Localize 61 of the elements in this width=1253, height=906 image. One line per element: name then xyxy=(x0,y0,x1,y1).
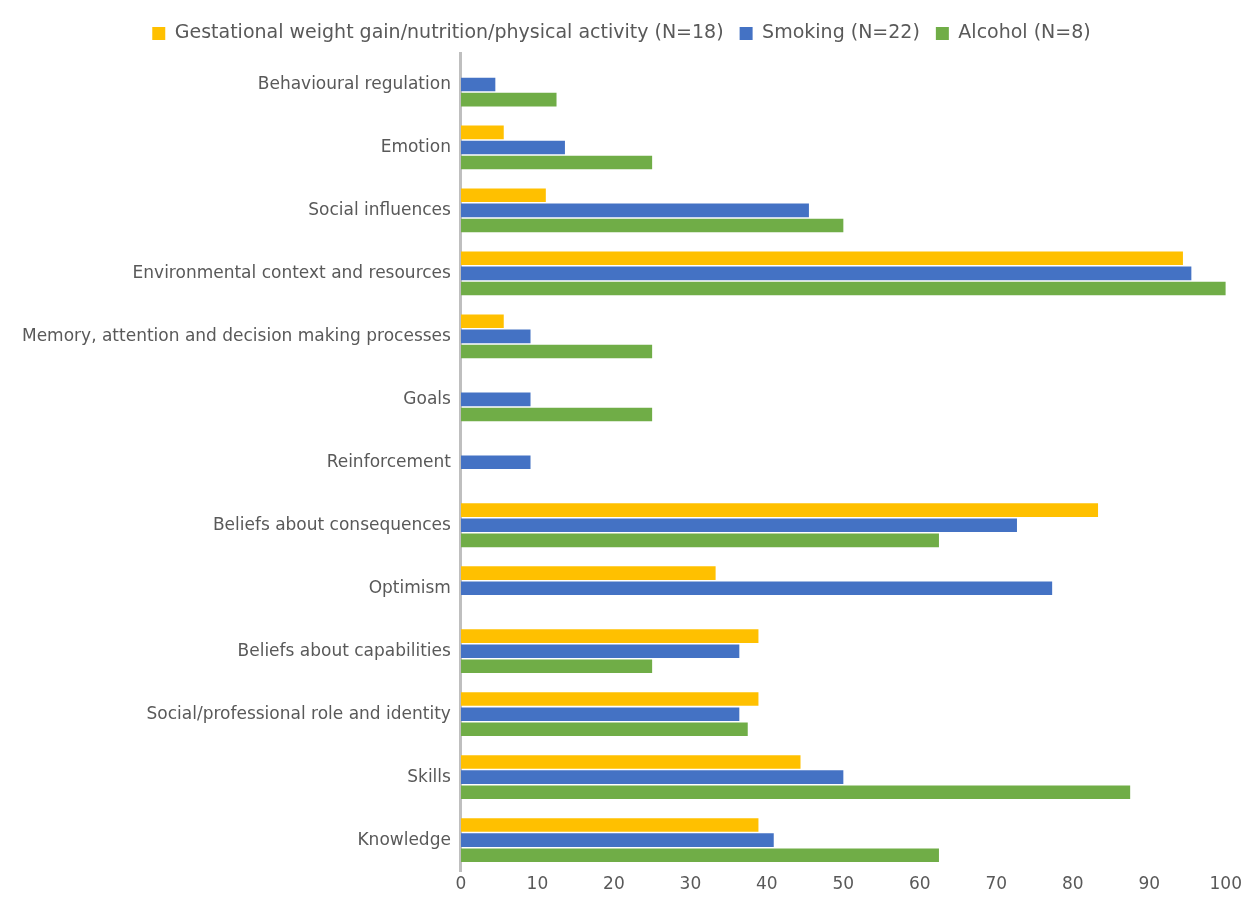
bar xyxy=(460,344,653,359)
bar xyxy=(460,125,504,140)
x-tick-label: 0 xyxy=(455,873,467,894)
bar xyxy=(460,392,531,407)
x-tick-label: 30 xyxy=(679,873,702,894)
bar xyxy=(460,755,801,769)
y-tick-label: Skills xyxy=(407,765,452,786)
y-tick-label: Knowledge xyxy=(357,828,451,849)
legend-label: Smoking (N=22) xyxy=(762,20,920,43)
y-tick-label: Memory, attention and decision making processes xyxy=(22,324,452,345)
bar xyxy=(460,188,546,203)
x-tick-label: 10 xyxy=(526,873,549,894)
bar xyxy=(460,407,653,422)
bar xyxy=(460,281,1226,296)
x-tick-label: 50 xyxy=(832,873,855,894)
bar xyxy=(460,329,531,344)
bar xyxy=(460,155,653,170)
bar xyxy=(460,140,565,155)
y-tick-label: Beliefs about capabilities xyxy=(237,639,452,660)
bar xyxy=(460,266,1192,281)
bar xyxy=(460,629,759,643)
y-tick-label: Optimism xyxy=(368,576,451,597)
bar xyxy=(460,566,716,580)
y-tick-label: Behavioural regulation xyxy=(257,72,451,93)
bar xyxy=(460,833,774,847)
y-tick-label: Social influences xyxy=(308,198,452,219)
y-tick-label: Reinforcement xyxy=(326,450,452,471)
legend-label: Alcohol (N=8) xyxy=(958,20,1091,43)
y-tick-label: Goals xyxy=(403,387,452,408)
bar xyxy=(460,818,759,832)
bar xyxy=(460,251,1183,266)
bar xyxy=(460,92,557,107)
bar xyxy=(460,644,740,659)
bar xyxy=(460,503,1099,517)
bar xyxy=(460,659,653,674)
y-tick-label: Environmental context and resources xyxy=(132,261,452,282)
bar xyxy=(460,455,531,470)
x-tick-label: 90 xyxy=(1138,873,1161,894)
bar xyxy=(460,518,1017,533)
bar xyxy=(460,581,1053,596)
y-tick-label: Beliefs about consequences xyxy=(212,513,452,534)
x-tick-label: 100 xyxy=(1209,873,1242,894)
x-tick-label: 60 xyxy=(909,873,931,894)
bar xyxy=(460,77,496,92)
bar xyxy=(460,848,939,863)
x-tick-label: 20 xyxy=(603,873,625,894)
bar xyxy=(460,722,748,737)
x-tick-label: 70 xyxy=(985,873,1008,894)
bar xyxy=(460,707,740,721)
y-tick-label: Emotion xyxy=(380,135,451,156)
bar xyxy=(460,770,844,784)
bar xyxy=(460,203,809,218)
x-tick-label: 40 xyxy=(756,873,778,894)
bar xyxy=(460,692,759,706)
legend-label: Gestational weight gain/nutrition/physical activity (N=18) xyxy=(174,20,724,43)
x-tick-label: 80 xyxy=(1061,873,1084,894)
bar xyxy=(460,785,1131,800)
bar xyxy=(460,314,504,329)
y-tick-label: Social/professional role and identity xyxy=(146,702,451,723)
bar xyxy=(460,533,939,548)
bar xyxy=(460,218,844,233)
